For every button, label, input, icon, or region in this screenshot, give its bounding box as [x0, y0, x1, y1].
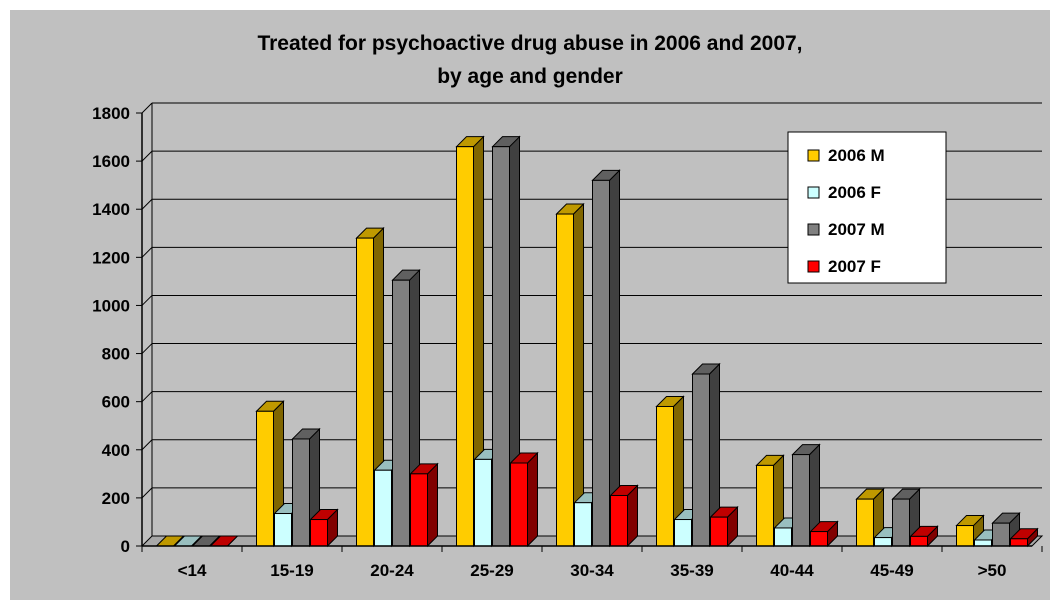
bar-2006-f: [474, 458, 492, 547]
bar-2007-f: [1010, 538, 1028, 547]
bar-2006-f: [874, 537, 892, 547]
bar-2007-f: [610, 494, 628, 547]
x-tick-label: 30-34: [570, 561, 614, 580]
x-tick-label: 25-29: [470, 561, 513, 580]
chart-title: Treated for psychoactive drug abuse in 2…: [10, 27, 1050, 93]
legend-swatch: [807, 223, 820, 236]
y-tick-label: 1600: [92, 152, 130, 171]
bar-2007-f: [310, 519, 328, 547]
y-tick-label: 400: [102, 441, 130, 460]
legend-swatch: [807, 186, 820, 199]
bar-side: [427, 462, 438, 548]
y-tick-label: 600: [102, 393, 130, 412]
bar-2007-m: [492, 146, 510, 547]
y-tick-label: 200: [102, 489, 130, 508]
x-tick-label: 40-44: [770, 561, 814, 580]
x-tick-label: 15-19: [270, 561, 313, 580]
bar-2007-f: [410, 473, 428, 547]
bar-2006-m: [956, 525, 974, 547]
gridline-side: [141, 102, 153, 114]
bar-2007-f: [710, 516, 728, 547]
gridline-side: [141, 198, 153, 210]
bar-2007-f: [910, 535, 928, 547]
y-tick-label: 1800: [92, 104, 130, 123]
y-tick-label: 800: [102, 345, 130, 364]
x-tick-label: 20-24: [370, 561, 414, 580]
gridline-side: [141, 343, 153, 354]
bar-2006-f: [674, 519, 692, 547]
bar-2006-f: [974, 539, 992, 547]
legend-swatch: [807, 260, 820, 273]
x-tick-label: <14: [178, 561, 207, 580]
bar-2006-m: [556, 213, 574, 547]
bar-2006-m: [356, 237, 374, 547]
gridline-side: [141, 150, 153, 162]
bar-2007-m: [292, 438, 310, 547]
legend-label: 2007 F: [828, 257, 881, 276]
chart-title-line-1: Treated for psychoactive drug abuse in 2…: [257, 32, 803, 55]
gridline-side: [141, 295, 153, 306]
bar-2006-f: [374, 469, 392, 547]
x-tick-label: >50: [978, 561, 1007, 580]
x-tick-label: 35-39: [670, 561, 713, 580]
bar-2007-m: [992, 522, 1010, 547]
bar-2006-f: [774, 527, 792, 547]
bar-2007-m: [592, 179, 610, 547]
x-tick-label: 45-49: [870, 561, 913, 580]
legend-label: 2007 M: [828, 220, 885, 239]
bar-2006-m: [856, 498, 874, 547]
gridline-side: [141, 246, 153, 258]
legend-label: 2006 F: [828, 183, 881, 202]
gridline-side: [141, 391, 153, 403]
bar-2007-m: [792, 454, 810, 547]
chart-title-line-2: by age and gender: [437, 65, 623, 88]
gridline-side: [141, 487, 153, 499]
bar-2006-m: [756, 464, 774, 547]
bar-2006-m: [256, 410, 274, 547]
y-tick-label: 1200: [92, 248, 130, 267]
bar-2007-m: [892, 498, 910, 547]
bar-2006-f: [274, 513, 292, 547]
bar-2006-m: [656, 405, 674, 547]
y-tick-label: 1400: [92, 200, 130, 219]
bar-2007-m: [392, 279, 410, 547]
bar-side: [527, 451, 538, 548]
bar-2007-f: [510, 462, 528, 547]
bar-2007-f: [810, 531, 828, 547]
bar-2007-m: [692, 373, 710, 547]
gridline-side: [141, 439, 153, 451]
y-tick-label: 1000: [92, 296, 130, 315]
bar-2006-f: [574, 502, 592, 547]
bar-2006-m: [456, 146, 474, 547]
legend-swatch: [807, 149, 820, 162]
legend-label: 2006 M: [828, 146, 885, 165]
y-tick-label: 0: [121, 537, 130, 556]
